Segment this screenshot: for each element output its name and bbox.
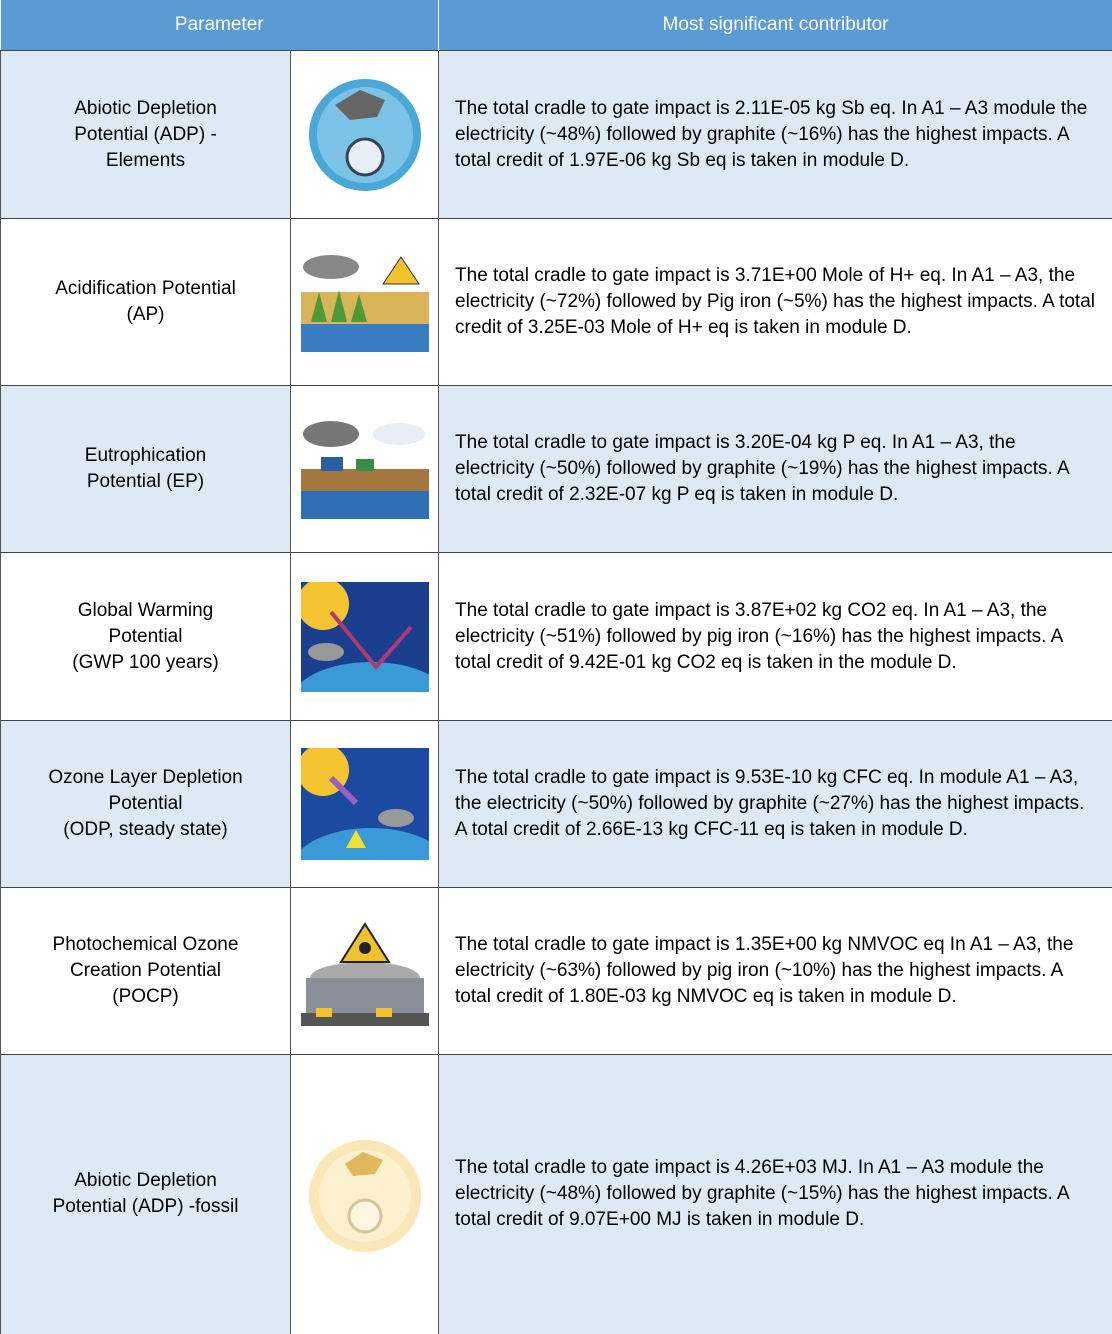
description: The total cradle to gate impact is 2.11E… xyxy=(439,51,1112,219)
parameter: Global Warming Potential (GWP 100 years) xyxy=(1,553,291,721)
page: Parameter Most significant contributor A… xyxy=(0,0,1112,1333)
row: Abiotic Depletion Potential (ADP) -fossi… xyxy=(1,1055,1112,1334)
icon xyxy=(301,419,429,519)
parameter: Eutrophication Potential (EP) xyxy=(1,386,291,553)
row: Photochemical Ozone Creation Potential (… xyxy=(1,888,1112,1055)
header-row: Parameter Most significant contributor xyxy=(1,0,1112,51)
parameter: Ozone Layer Depletion Potential (ODP, st… xyxy=(1,721,291,888)
icon xyxy=(305,75,425,195)
icon xyxy=(301,748,429,860)
icon xyxy=(301,582,429,692)
icon-cell xyxy=(291,888,439,1055)
row: Acidification Potential (AP) The total c… xyxy=(1,219,1112,386)
description: The total cradle to gate impact is 9.53E… xyxy=(439,721,1112,888)
icon-cell xyxy=(291,219,439,386)
icon xyxy=(301,916,429,1026)
row: Eutrophication Potential (EP) The total … xyxy=(1,386,1112,553)
icon xyxy=(301,252,429,352)
description: The total cradle to gate impact is 4.26E… xyxy=(439,1055,1112,1334)
icon-cell xyxy=(291,721,439,888)
icon-cell xyxy=(291,553,439,721)
description: The total cradle to gate impact is 3.20E… xyxy=(439,386,1112,553)
description: The total cradle to gate impact is 3.71E… xyxy=(439,219,1112,386)
impact-table: Parameter Most significant contributor A… xyxy=(0,0,1112,1334)
row: Ozone Layer Depletion Potential (ODP, st… xyxy=(1,721,1112,888)
header-cell: Most significant contributor xyxy=(439,0,1112,51)
icon-cell xyxy=(291,51,439,219)
parameter: Photochemical Ozone Creation Potential (… xyxy=(1,888,291,1055)
icon-cell xyxy=(291,1055,439,1334)
parameter: Abiotic Depletion Potential (ADP) -fossi… xyxy=(1,1055,291,1334)
description: The total cradle to gate impact is 3.87E… xyxy=(439,553,1112,721)
row: Abiotic Depletion Potential (ADP) - Elem… xyxy=(1,51,1112,219)
parameter: Abiotic Depletion Potential (ADP) - Elem… xyxy=(1,51,291,219)
header-cell: Parameter xyxy=(1,0,439,51)
parameter: Acidification Potential (AP) xyxy=(1,219,291,386)
row: Global Warming Potential (GWP 100 years)… xyxy=(1,553,1112,721)
description: The total cradle to gate impact is 1.35E… xyxy=(439,888,1112,1055)
icon xyxy=(305,1134,425,1254)
icon-cell xyxy=(291,386,439,553)
